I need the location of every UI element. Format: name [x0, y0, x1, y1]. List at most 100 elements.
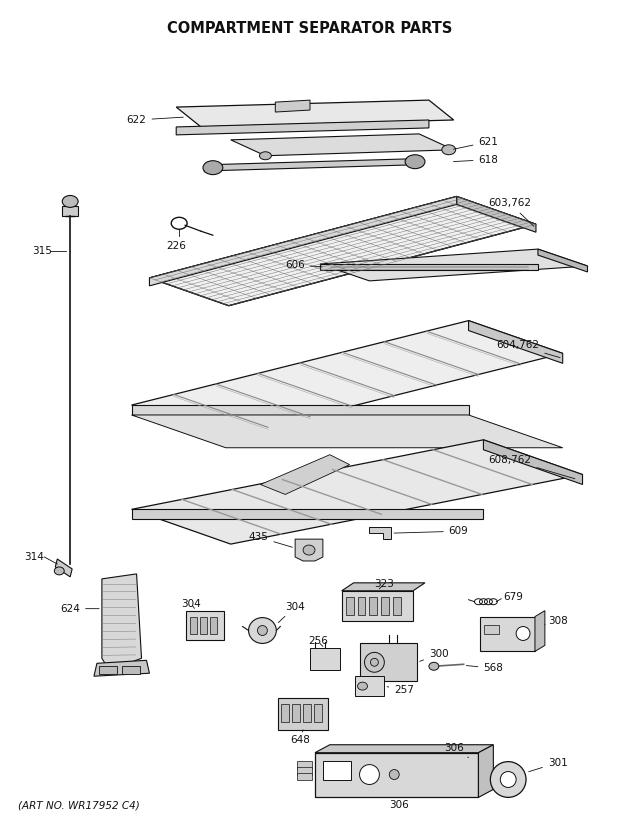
Polygon shape	[278, 698, 328, 730]
Bar	[122, 667, 140, 674]
Text: 323: 323	[374, 579, 394, 588]
Text: 604,762: 604,762	[497, 341, 560, 358]
Ellipse shape	[55, 567, 64, 575]
Text: 648: 648	[290, 730, 310, 745]
Bar	[200, 616, 207, 635]
Bar	[358, 597, 366, 615]
Polygon shape	[211, 159, 419, 170]
Text: 304: 304	[181, 598, 201, 609]
Polygon shape	[535, 611, 545, 651]
Polygon shape	[320, 264, 538, 270]
Ellipse shape	[249, 617, 277, 644]
Text: 306: 306	[444, 742, 469, 758]
Polygon shape	[94, 660, 149, 677]
Ellipse shape	[516, 626, 530, 640]
Text: 568: 568	[466, 663, 503, 673]
Polygon shape	[231, 134, 454, 156]
Ellipse shape	[365, 653, 384, 672]
Polygon shape	[457, 197, 536, 232]
Bar	[297, 766, 312, 774]
Bar	[292, 704, 300, 722]
Bar	[281, 704, 289, 722]
Ellipse shape	[500, 771, 516, 788]
Polygon shape	[315, 753, 479, 797]
Text: 300: 300	[420, 649, 448, 662]
Text: 624: 624	[60, 603, 99, 614]
Polygon shape	[131, 405, 469, 415]
Text: 435: 435	[249, 532, 293, 547]
Polygon shape	[149, 197, 536, 305]
Ellipse shape	[371, 658, 378, 667]
Ellipse shape	[490, 761, 526, 797]
Bar	[314, 704, 322, 722]
Text: 315: 315	[32, 246, 52, 256]
Polygon shape	[176, 100, 454, 127]
Ellipse shape	[360, 765, 379, 784]
Polygon shape	[295, 539, 323, 561]
Text: 679: 679	[503, 592, 523, 602]
Ellipse shape	[203, 160, 223, 174]
Text: 304: 304	[278, 602, 305, 623]
Polygon shape	[55, 559, 72, 577]
Bar	[297, 760, 312, 769]
Polygon shape	[131, 321, 563, 438]
Text: 257: 257	[387, 685, 414, 695]
Text: 314: 314	[25, 552, 45, 562]
Polygon shape	[102, 574, 141, 667]
Bar	[99, 667, 117, 674]
Text: 301: 301	[529, 758, 567, 772]
Text: (ART NO. WR17952 C4): (ART NO. WR17952 C4)	[17, 800, 140, 811]
Polygon shape	[131, 509, 484, 519]
Ellipse shape	[62, 196, 78, 207]
Polygon shape	[149, 197, 457, 286]
Text: 603,762: 603,762	[489, 198, 534, 226]
Polygon shape	[370, 528, 391, 539]
Text: 621: 621	[453, 137, 498, 149]
Text: 618: 618	[453, 155, 498, 165]
Text: 306: 306	[389, 797, 409, 811]
Polygon shape	[320, 249, 588, 281]
Polygon shape	[480, 616, 535, 651]
Polygon shape	[62, 207, 78, 216]
Bar	[190, 616, 197, 635]
Text: 308: 308	[545, 616, 567, 625]
Polygon shape	[342, 583, 425, 591]
Text: 256: 256	[308, 636, 328, 646]
Text: COMPARTMENT SEPARATOR PARTS: COMPARTMENT SEPARATOR PARTS	[167, 21, 453, 35]
Polygon shape	[131, 439, 583, 544]
Ellipse shape	[389, 770, 399, 779]
Polygon shape	[484, 439, 583, 485]
Text: eReplacementParts.com: eReplacementParts.com	[234, 423, 386, 436]
Polygon shape	[310, 649, 340, 670]
Bar	[323, 760, 351, 780]
Bar	[381, 597, 389, 615]
Polygon shape	[360, 644, 417, 681]
Bar	[297, 773, 312, 780]
Polygon shape	[479, 745, 494, 797]
Polygon shape	[275, 100, 310, 112]
Bar	[370, 597, 378, 615]
Polygon shape	[260, 454, 350, 495]
Text: 622: 622	[126, 115, 184, 125]
Polygon shape	[342, 591, 413, 621]
Bar	[393, 597, 401, 615]
Ellipse shape	[429, 663, 439, 670]
Polygon shape	[469, 321, 563, 363]
Ellipse shape	[405, 155, 425, 169]
Ellipse shape	[257, 625, 267, 635]
Polygon shape	[538, 249, 588, 272]
Text: 608,762: 608,762	[489, 454, 575, 479]
Ellipse shape	[259, 151, 272, 160]
Polygon shape	[176, 120, 429, 135]
Ellipse shape	[303, 545, 315, 555]
Text: 226: 226	[166, 241, 186, 251]
Bar	[346, 597, 353, 615]
Text: 609: 609	[394, 526, 469, 537]
Bar	[210, 616, 217, 635]
Bar	[484, 625, 499, 635]
Text: 606: 606	[285, 260, 322, 270]
Polygon shape	[315, 745, 494, 753]
Polygon shape	[131, 415, 563, 448]
Bar	[303, 704, 311, 722]
Polygon shape	[355, 677, 384, 696]
